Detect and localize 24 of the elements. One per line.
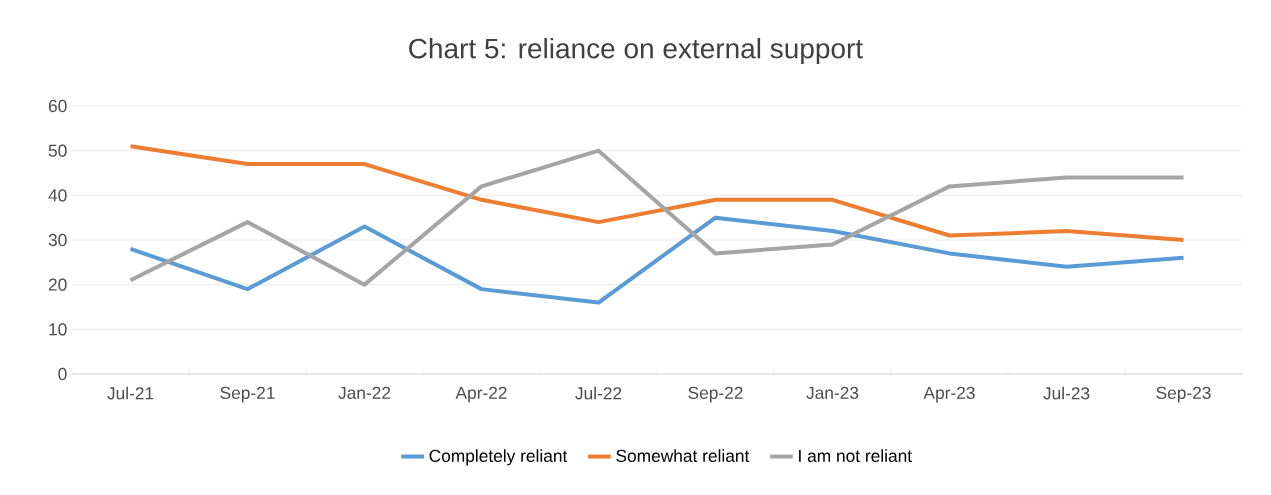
y-tick-label: 40 [48,189,67,202]
line-series [128,144,1186,242]
y-tick-label: 0 [58,367,67,381]
x-tick-label: Jan-22 [338,386,391,399]
y-tick-label: 20 [48,278,67,291]
x-tick-label: Sep-23 [1156,386,1211,403]
x-tick-label: Jul-23 [1043,386,1090,400]
chart-title: Chart 5: reliance on external support [409,37,863,65]
x-tick-label: Apr-22 [455,386,507,403]
x-tick-label: Jan-23 [806,386,859,399]
y-tick-label: 30 [48,233,67,247]
x-tick-label: Sep-21 [220,386,275,403]
x-tick-label: Sep-22 [688,386,743,403]
legend-label: Somewhat reliant [616,449,750,462]
x-tick-label: Apr-23 [923,386,975,403]
legend-label: I am not reliant [799,449,912,462]
y-tick-label: 60 [48,99,67,113]
y-tick-label: 10 [49,323,67,336]
line-series [128,215,1186,305]
x-tick-label: Jul-22 [575,386,622,400]
y-tick-label: 50 [48,144,67,157]
line-series [128,148,1186,287]
x-tick-label: Jul-21 [107,386,154,400]
legend-label: Completely reliant [429,449,568,466]
